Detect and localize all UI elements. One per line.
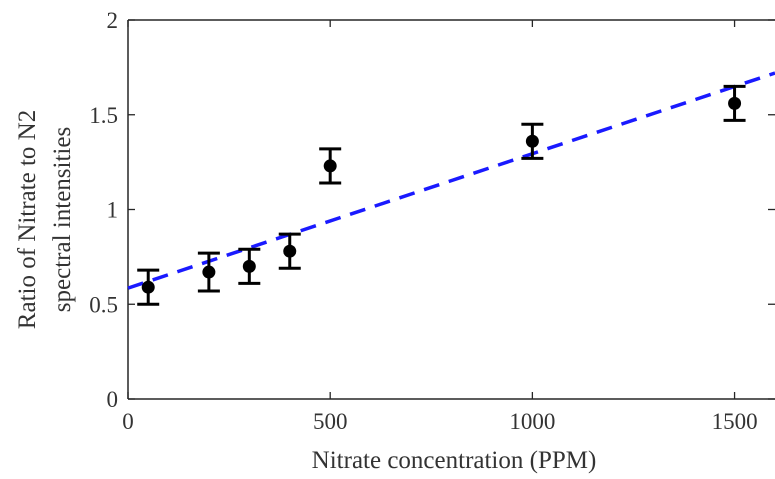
y-axis-label-line-2: spectral intensities bbox=[49, 127, 76, 312]
plot-frame bbox=[127, 19, 775, 400]
data-point-2 bbox=[242, 259, 256, 273]
data-point-group-3 bbox=[278, 232, 301, 270]
y-tick-label-1: 1 bbox=[107, 198, 119, 223]
data-point-5 bbox=[525, 134, 539, 148]
y-axis-label: Ratio of Nitrate to N2 spectral intensit… bbox=[14, 110, 76, 329]
y-tick-label-1.5: 1.5 bbox=[89, 103, 118, 128]
data-point-group-0 bbox=[137, 268, 160, 306]
data-point-group-1 bbox=[197, 251, 220, 293]
x-tick-label-1000: 1000 bbox=[509, 409, 555, 434]
x-axis-label: Nitrate concentration (PPM) bbox=[312, 447, 597, 474]
y-tick-label-0.5: 0.5 bbox=[89, 292, 118, 317]
y-axis-label-line-1: Ratio of Nitrate to N2 bbox=[14, 110, 41, 329]
data-point-6 bbox=[728, 96, 742, 110]
x-tick-label-500: 500 bbox=[313, 409, 348, 434]
data-point-group-4 bbox=[319, 147, 342, 185]
ticks-layer: 0 500 1000 1500 0 0.5 1 1.5 2 bbox=[89, 8, 775, 434]
data-point-group-6 bbox=[723, 84, 746, 122]
y-tick-label-2: 2 bbox=[107, 8, 119, 33]
y-tick-label-0: 0 bbox=[107, 387, 119, 412]
fit-line bbox=[127, 71, 775, 290]
x-tick-label-0: 0 bbox=[122, 409, 134, 434]
data-point-3 bbox=[283, 244, 297, 258]
data-point-4 bbox=[323, 159, 337, 173]
data-point-0 bbox=[141, 280, 155, 294]
data-point-group-2 bbox=[238, 247, 261, 285]
data-point-1 bbox=[202, 265, 216, 279]
data-point-group-5 bbox=[521, 122, 544, 160]
x-tick-label-1500: 1500 bbox=[712, 409, 758, 434]
fit-line-layer bbox=[127, 71, 775, 290]
data-points-layer bbox=[137, 84, 746, 306]
